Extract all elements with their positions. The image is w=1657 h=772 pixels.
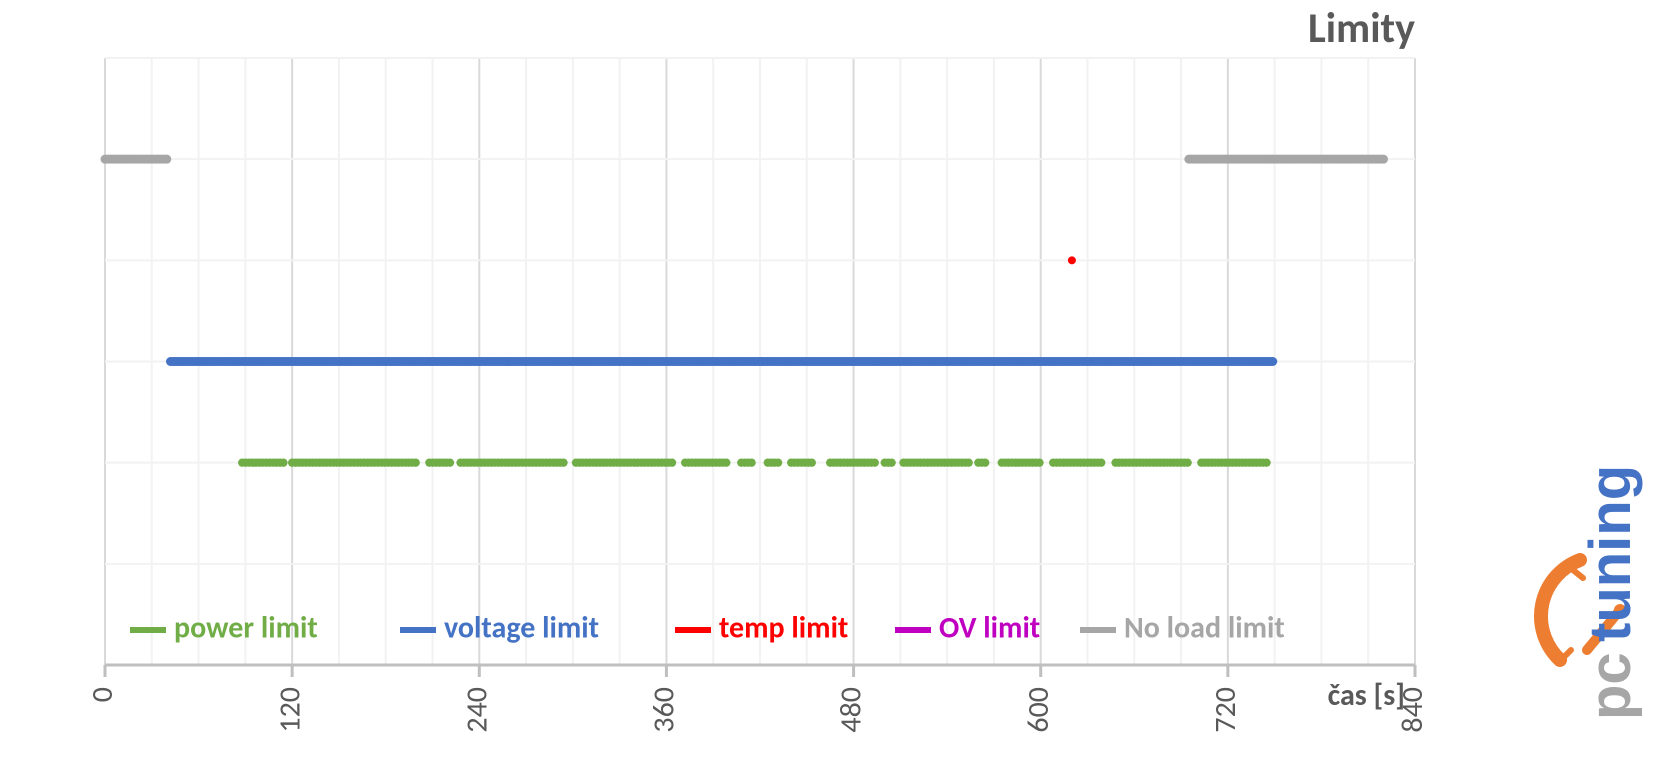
series-temp xyxy=(1068,256,1076,264)
x-tick-label: 0 xyxy=(84,687,121,702)
series-power xyxy=(238,458,1271,466)
x-tick-label: 120 xyxy=(271,687,308,733)
x-axis-label: čas [s] xyxy=(1328,677,1405,714)
chart-svg: 0120240360480600720840Limityčas [s]power… xyxy=(0,0,1657,772)
legend-label: power limit xyxy=(174,609,318,646)
x-tick-label: 600 xyxy=(1020,687,1057,733)
legend-label: OV limit xyxy=(939,609,1040,646)
x-tick-label: 480 xyxy=(833,687,870,733)
clock-ring-icon xyxy=(1541,560,1580,660)
series-voltage xyxy=(166,357,1277,366)
legend-label: voltage limit xyxy=(444,609,599,646)
watermark: pc tuning xyxy=(1541,465,1643,720)
x-tick-label: 720 xyxy=(1207,687,1244,733)
x-tick-label: 360 xyxy=(646,687,683,733)
chart-title: Limity xyxy=(1308,3,1415,54)
legend-label: No load limit xyxy=(1124,609,1285,646)
watermark-text-tuning: tuning xyxy=(1578,465,1643,642)
x-tick-label: 240 xyxy=(458,687,495,733)
watermark-text-pc: pc xyxy=(1578,652,1643,720)
chart-container: 0120240360480600720840Limityčas [s]power… xyxy=(0,0,1657,772)
legend-label: temp limit xyxy=(719,609,848,646)
